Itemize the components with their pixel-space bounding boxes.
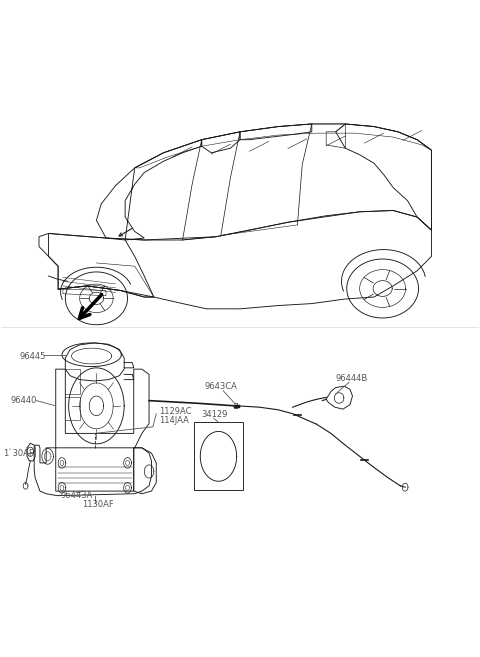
Text: 96440: 96440	[10, 396, 36, 405]
Bar	[193, 422, 243, 490]
Text: 96445: 96445	[20, 351, 46, 361]
Text: 96443A: 96443A	[60, 491, 93, 499]
Text: 1`30AF: 1`30AF	[3, 449, 34, 457]
Text: 1129AC: 1129AC	[158, 407, 191, 416]
Text: 96444B: 96444B	[336, 374, 368, 383]
Text: 1130AF: 1130AF	[82, 500, 114, 509]
Text: 114JAA: 114JAA	[158, 416, 189, 425]
Text: 9643CA: 9643CA	[204, 382, 237, 391]
Text: 34129: 34129	[202, 410, 228, 419]
